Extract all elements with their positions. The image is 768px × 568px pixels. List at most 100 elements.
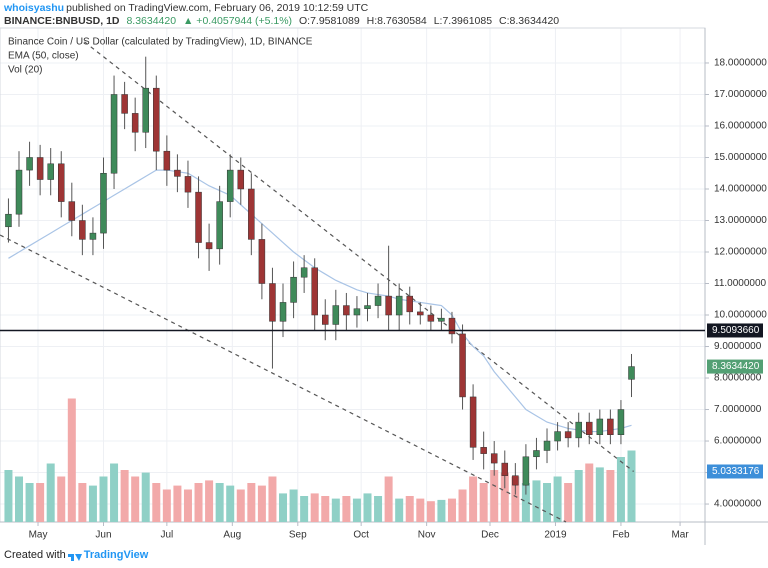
volume-bar [384, 476, 393, 522]
volume-bar [257, 485, 266, 522]
published: published on TradingView.com, February 0… [66, 2, 369, 14]
x-tick-label: 2019 [544, 530, 567, 541]
volume-bar [226, 485, 235, 522]
price-label: 8.3634420 [712, 361, 760, 372]
candle-body [15, 169, 23, 215]
volume-bar [36, 483, 45, 522]
candle-body [448, 317, 456, 335]
footer: Created with TradingView [4, 549, 148, 561]
candle-body [332, 305, 340, 325]
x-tick-label: Oct [353, 530, 369, 541]
candle-body [322, 314, 329, 325]
candle-body [543, 440, 551, 451]
candle-body [343, 305, 350, 316]
volume-bar [416, 498, 425, 522]
high: H:8.7630584 [366, 15, 427, 27]
open: O:7.9581089 [298, 15, 360, 27]
candle-body [142, 87, 149, 133]
y-tick-label: 12.0000000 [714, 247, 767, 258]
candle-body [226, 169, 234, 202]
y-tick-label: 4.0000000 [714, 499, 762, 510]
y-tick-label: 16.0000000 [714, 121, 767, 132]
candle-body [395, 295, 403, 316]
candle-body [68, 201, 76, 221]
volume-bar [553, 476, 562, 522]
volume-bar [490, 470, 499, 522]
volume-bar [310, 493, 319, 522]
y-tick-label: 9.0000000 [714, 341, 762, 352]
candle-body [205, 242, 213, 250]
y-tick-label: 17.0000000 [714, 89, 767, 100]
symbol: BINANCE:BNBUSD, 1D [4, 15, 120, 27]
volume-bar [447, 498, 456, 522]
volume-bar [627, 450, 636, 522]
brand[interactable]: TradingView [83, 549, 149, 561]
volume-bar [469, 476, 478, 522]
candle-body [480, 447, 487, 454]
candle-body [5, 213, 12, 228]
volume-bar [616, 457, 625, 522]
volume-bar [110, 463, 119, 522]
x-tick-label: Sep [289, 530, 307, 541]
candle-body [617, 409, 625, 435]
candle-body [522, 456, 530, 486]
volume-bar [4, 470, 13, 522]
candle-body [279, 302, 287, 322]
candle-body [79, 220, 86, 240]
volume-bar [321, 496, 330, 522]
candle-body [554, 431, 561, 442]
candle-body [628, 366, 635, 380]
volume-bar [521, 483, 530, 522]
candle-body [512, 475, 519, 486]
volume-bar [363, 493, 372, 522]
last: 8.3634420 [126, 15, 177, 27]
chart: Binance Coin / US Dollar (calculated by … [0, 27, 768, 545]
volume-bar [532, 480, 541, 522]
candle-body [533, 450, 540, 458]
candle-body [195, 191, 202, 243]
volume-bar [215, 483, 224, 522]
volume-bar [67, 398, 76, 522]
x-tick-label: May [29, 530, 48, 541]
volume-bar [162, 489, 171, 522]
volume-bar [247, 483, 256, 522]
candle-body [459, 333, 466, 398]
volume-bar [543, 483, 552, 522]
volume-bar [194, 483, 203, 522]
ema-legend: EMA (50, close) [8, 51, 79, 62]
volume-bar [131, 476, 140, 522]
candle-body [47, 163, 54, 180]
volume-bar [574, 470, 583, 522]
y-tick-label: 11.0000000 [714, 278, 767, 289]
volume-bar [374, 496, 383, 522]
candle-body [163, 150, 171, 171]
candle-body [110, 94, 118, 174]
candle-body [26, 157, 33, 171]
volume-bar [279, 493, 288, 522]
low: L:7.3961085 [433, 15, 493, 27]
candle-body [300, 267, 308, 278]
x-tick-label: Nov [418, 530, 436, 541]
user-link[interactable]: whoisyashu [4, 2, 65, 14]
candle-body [438, 317, 445, 322]
price-label: 5.0333176 [712, 466, 760, 477]
volume-bar [606, 470, 615, 522]
volume-bar [183, 489, 192, 522]
candle-body [575, 421, 582, 439]
volume-bar [479, 483, 488, 522]
symbol-line: BINANCE:BNBUSD, 1D 8.3634420 ▲ +0.405794… [4, 15, 563, 27]
candle-body [385, 295, 392, 316]
volume-bar [173, 485, 182, 522]
candle-body [269, 283, 276, 322]
y-tick-label: 10.0000000 [714, 310, 767, 321]
volume-bar [342, 496, 351, 522]
volume-bar [15, 476, 24, 522]
candle-body [596, 418, 604, 435]
candle-body [364, 305, 371, 309]
volume-bar [268, 476, 277, 522]
candle-body [501, 462, 509, 476]
volume-bar [352, 498, 361, 522]
candle-body [311, 267, 318, 316]
y-tick-label: 7.0000000 [714, 404, 762, 415]
